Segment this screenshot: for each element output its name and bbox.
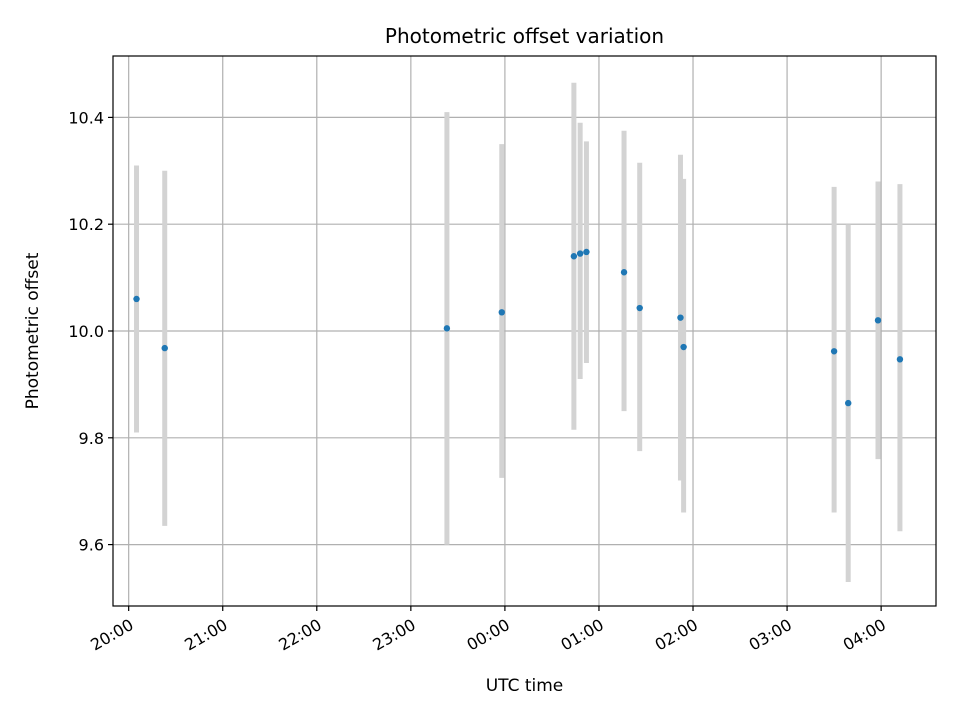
data-points bbox=[133, 248, 904, 407]
data-point bbox=[680, 343, 687, 351]
y-tick-label: 9.8 bbox=[79, 429, 104, 448]
y-tick-label: 10.2 bbox=[68, 215, 104, 234]
data-point bbox=[636, 304, 643, 312]
data-point bbox=[620, 269, 628, 276]
y-tick-label: 10.4 bbox=[68, 108, 104, 127]
data-point bbox=[498, 309, 505, 316]
data-point bbox=[830, 348, 838, 355]
data-point bbox=[677, 314, 684, 321]
y-tick-label: 10.0 bbox=[68, 322, 104, 341]
data-point bbox=[874, 317, 882, 324]
grid-lines bbox=[113, 56, 936, 606]
chart-title: Photometric offset variation bbox=[385, 24, 664, 48]
data-point bbox=[161, 344, 168, 352]
data-point bbox=[570, 253, 578, 260]
data-point bbox=[583, 248, 590, 256]
x-axis-label: UTC time bbox=[486, 676, 564, 696]
y-axis-ticks: 9.6 9.8 10.0 10.2 10.4 bbox=[68, 108, 113, 555]
data-point bbox=[896, 356, 904, 363]
y-tick-label: 9.6 bbox=[79, 536, 104, 555]
data-point bbox=[133, 295, 140, 303]
y-axis-label: Photometric offset bbox=[23, 252, 43, 409]
data-point bbox=[443, 325, 451, 332]
data-point bbox=[845, 399, 852, 407]
data-point bbox=[576, 250, 584, 257]
